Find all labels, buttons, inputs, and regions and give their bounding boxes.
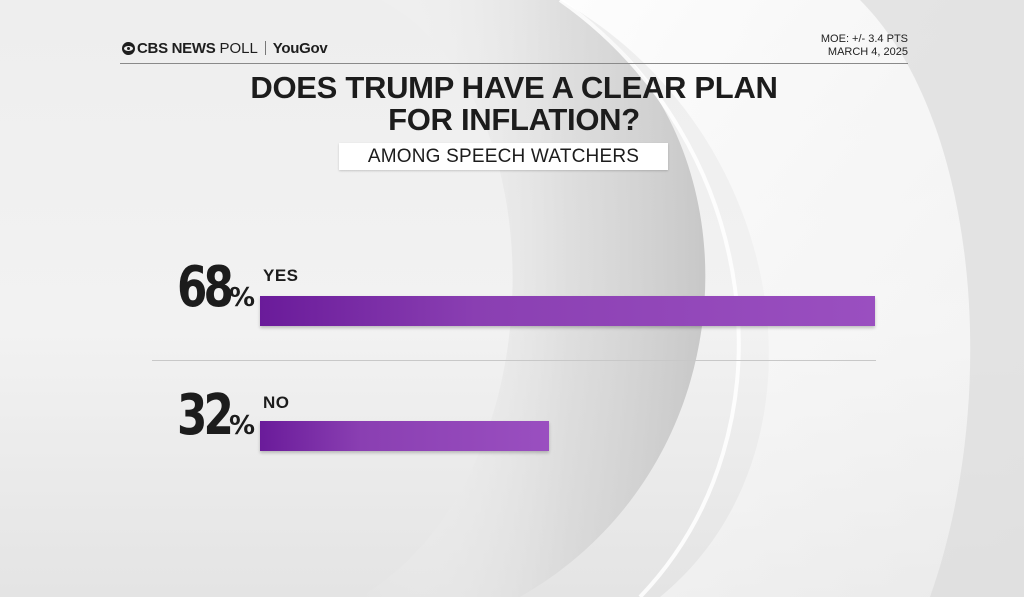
value-label-yes: 68% bbox=[0, 255, 255, 320]
chart-title-line: DOES TRUMP HAVE A CLEAR PLAN bbox=[250, 70, 778, 105]
cbs-eye-icon bbox=[122, 41, 135, 55]
category-label-yes: YES bbox=[263, 266, 299, 285]
value-number: 68 bbox=[176, 255, 234, 320]
brand-logo: CBS NEWS POLL YouGov bbox=[122, 38, 328, 58]
value-number: 32 bbox=[176, 383, 234, 448]
category-label-no: NO bbox=[263, 393, 290, 412]
poll-date: MARCH 4, 2025 bbox=[827, 46, 908, 58]
brand-separator bbox=[264, 41, 266, 55]
brand-network: CBS NEWS bbox=[137, 39, 216, 57]
header-divider bbox=[120, 63, 908, 64]
percent-sign: % bbox=[228, 283, 255, 313]
brand-partner: YouGov bbox=[272, 39, 328, 57]
poll-meta: MOE: +/- 3.4 PTS MARCH 4, 2025 bbox=[821, 33, 908, 59]
row-divider bbox=[152, 360, 876, 361]
chart-subtitle: AMONG SPEECH WATCHERS bbox=[367, 145, 640, 167]
margin-of-error: MOE: +/- 3.4 PTS bbox=[820, 33, 908, 45]
brand-poll: POLL bbox=[219, 39, 258, 57]
value-label-no: 32% bbox=[0, 383, 255, 448]
subtitle-box: AMONG SPEECH WATCHERS bbox=[339, 143, 668, 170]
percent-sign: % bbox=[228, 411, 255, 441]
bar-yes bbox=[260, 296, 875, 326]
bar-no bbox=[260, 421, 549, 451]
chart-title: DOES TRUMP HAVE A CLEAR PLAN FOR INFLATI… bbox=[0, 72, 1024, 136]
chart-title-line: FOR INFLATION? bbox=[388, 102, 640, 137]
